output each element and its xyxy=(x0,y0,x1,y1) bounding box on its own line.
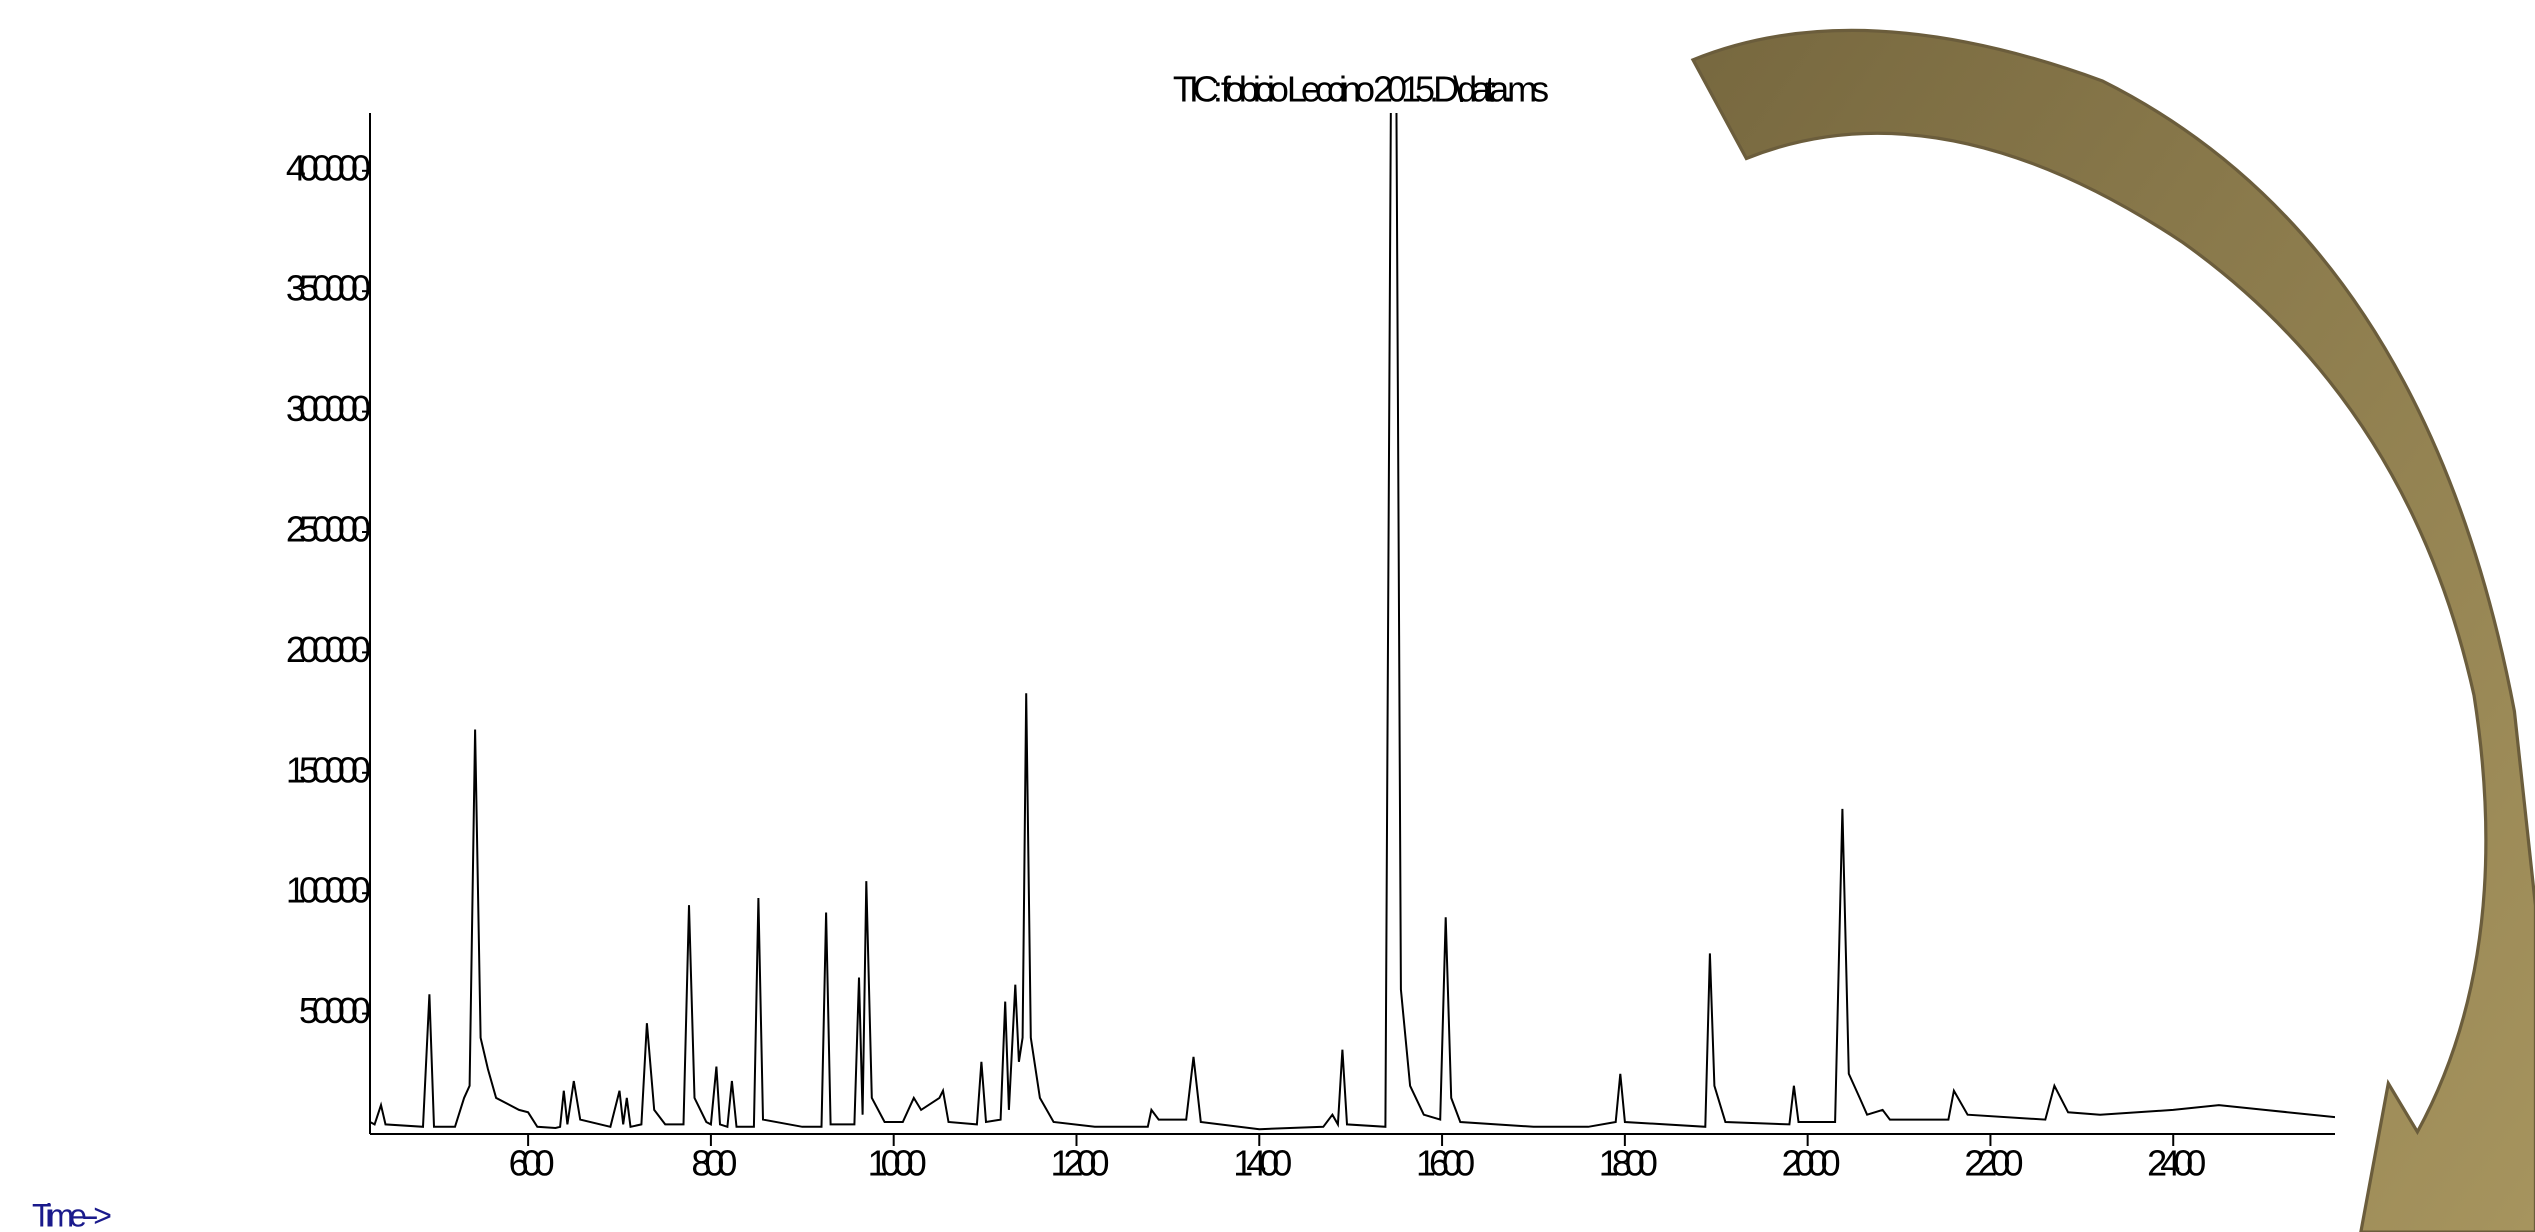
x-tick-label: 1800 xyxy=(1599,1143,1657,1184)
x-tick-label: 1400 xyxy=(1233,1143,1291,1184)
chromatogram-line xyxy=(370,99,2335,1130)
x-tick-label: 600 xyxy=(509,1143,554,1184)
x-tick-label: 2400 xyxy=(2147,1143,2205,1184)
x-axis-label: Time--> xyxy=(32,1197,111,1232)
y-tick-label: 50000 xyxy=(299,990,370,1031)
y-tick-label: 400000 xyxy=(286,147,370,188)
chart-title: TIC: fobicio Leccino 2015.D\data.ms xyxy=(1173,69,1548,110)
y-tick-label: 200000 xyxy=(286,629,370,670)
x-tick-label: 1200 xyxy=(1050,1143,1108,1184)
y-tick-label: 300000 xyxy=(286,388,370,429)
chart: TIC: fobicio Leccino 2015.D\data.ms Time… xyxy=(0,0,2535,1232)
x-tick-label: 2000 xyxy=(1782,1143,1840,1184)
x-tick-label: 800 xyxy=(691,1143,736,1184)
y-tick-label: 250000 xyxy=(286,509,370,550)
y-tick-label: 150000 xyxy=(286,749,370,790)
x-tick-label: 2200 xyxy=(1964,1143,2022,1184)
x-tick-label: 1000 xyxy=(868,1143,926,1184)
decorative-arrow xyxy=(1693,30,2535,1232)
y-tick-label: 100000 xyxy=(286,870,370,911)
x-tick-label: 1600 xyxy=(1416,1143,1474,1184)
y-tick-label: 350000 xyxy=(286,268,370,309)
